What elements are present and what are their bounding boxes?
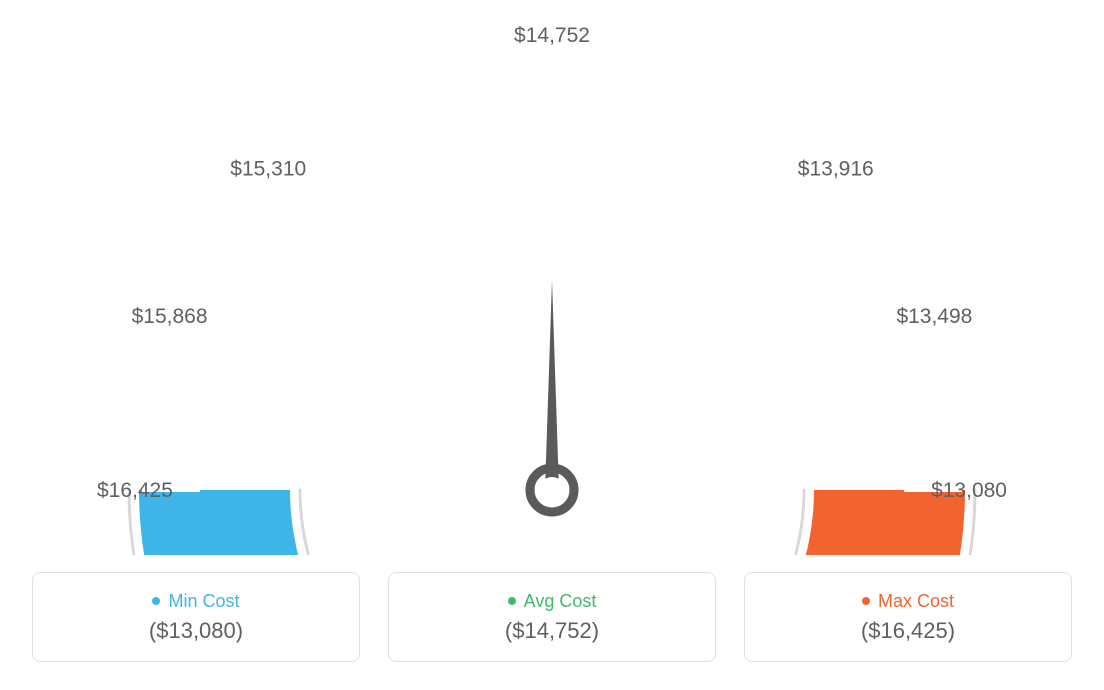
scale-label: $16,425 (97, 479, 173, 502)
min-dot-icon (152, 597, 160, 605)
max-cost-card: Max Cost ($16,425) (744, 572, 1072, 662)
cost-gauge: $13,080 $13,498 $13,916 $14,752 $15,310 $15,8… (0, 0, 1104, 555)
avg-dot-icon (508, 597, 516, 605)
avg-cost-card: Avg Cost ($14,752) (388, 572, 716, 662)
gauge-needle (530, 280, 574, 512)
scale-label: $14,752 (514, 24, 590, 47)
scale-label: $13,080 (931, 479, 1007, 502)
max-cost-value: ($16,425) (861, 618, 955, 644)
avg-cost-value: ($14,752) (505, 618, 599, 644)
summary-cards: Min Cost ($13,080) Avg Cost ($14,752) Ma… (0, 572, 1104, 662)
scale-label: $13,498 (896, 305, 972, 328)
min-cost-label: Min Cost (168, 591, 239, 612)
avg-cost-label: Avg Cost (524, 591, 597, 612)
scale-label: $13,916 (798, 157, 874, 180)
min-cost-card: Min Cost ($13,080) (32, 572, 360, 662)
scale-label: $15,868 (132, 305, 208, 328)
max-dot-icon (862, 597, 870, 605)
min-cost-value: ($13,080) (149, 618, 243, 644)
scale-label: $15,310 (230, 157, 306, 180)
max-cost-label: Max Cost (878, 591, 954, 612)
